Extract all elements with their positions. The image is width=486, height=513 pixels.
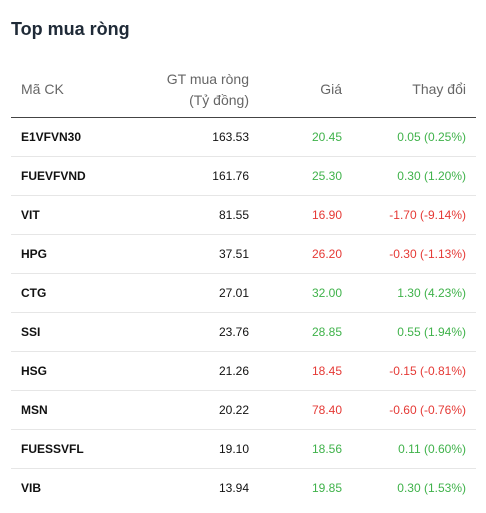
table-header-row: Mã CK GT mua ròng (Tỷ đồng) Giá Thay đổi bbox=[11, 62, 476, 118]
net-buy-value-cell: 161.76 bbox=[141, 156, 259, 196]
table-row[interactable]: FUESSVFL 19.10 18.56 0.11 (0.60%) bbox=[11, 429, 476, 469]
price-cell: 16.90 bbox=[259, 195, 352, 235]
change-cell: -1.70 (-9.14%) bbox=[352, 195, 476, 235]
symbol-cell[interactable]: SSI bbox=[11, 312, 141, 352]
column-header-price[interactable]: Giá bbox=[259, 62, 352, 118]
change-cell: 0.55 (1.94%) bbox=[352, 312, 476, 352]
table-row[interactable]: SSI 23.76 28.85 0.55 (1.94%) bbox=[11, 312, 476, 352]
change-cell: -0.30 (-1.13%) bbox=[352, 234, 476, 274]
table-row[interactable]: MSN 20.22 78.40 -0.60 (-0.76%) bbox=[11, 390, 476, 430]
symbol-cell[interactable]: VIT bbox=[11, 195, 141, 235]
table-row[interactable]: HSG 21.26 18.45 -0.15 (-0.81%) bbox=[11, 351, 476, 391]
net-buy-value-cell: 13.94 bbox=[218, 481, 249, 495]
price-cell: 18.56 bbox=[259, 429, 352, 469]
price-cell: 18.45 bbox=[259, 351, 352, 391]
net-buy-value-cell: 163.53 bbox=[141, 117, 259, 157]
symbol-cell[interactable]: CTG bbox=[11, 273, 141, 313]
symbol-cell[interactable]: HPG bbox=[11, 234, 141, 274]
price-cell: 32.00 bbox=[259, 273, 352, 313]
net-buy-value-cell: 21.26 bbox=[141, 351, 259, 391]
table-row[interactable]: E1VFVN30 163.53 20.45 0.05 (0.25%) bbox=[11, 117, 476, 157]
net-buy-value-cell: 19.10 bbox=[141, 429, 259, 469]
change-cell: -0.15 (-0.81%) bbox=[352, 351, 476, 391]
change-cell: 0.05 (0.25%) bbox=[352, 117, 476, 157]
symbol-cell[interactable]: HSG bbox=[11, 351, 141, 391]
table-row[interactable]: CTG 27.01 32.00 1.30 (4.23%) bbox=[11, 273, 476, 313]
table-header: Mã CK GT mua ròng (Tỷ đồng) Giá Thay đổi bbox=[11, 62, 476, 118]
symbol-cell[interactable]: MSN bbox=[11, 390, 141, 430]
symbol-cell[interactable]: VIB bbox=[21, 481, 42, 495]
price-cell: 20.45 bbox=[259, 117, 352, 157]
price-cell: 19.85 bbox=[311, 481, 342, 495]
column-header-change[interactable]: Thay đổi bbox=[352, 62, 476, 118]
symbol-cell[interactable]: FUEVFVND bbox=[11, 156, 141, 196]
symbol-cell[interactable]: E1VFVN30 bbox=[11, 117, 141, 157]
widget-title: Top mua ròng bbox=[11, 19, 130, 39]
column-header-net-buy-value-unit: (Tỷ đồng) bbox=[189, 91, 249, 108]
change-cell: 1.30 (4.23%) bbox=[352, 273, 476, 313]
change-cell: 0.11 (0.60%) bbox=[352, 429, 476, 469]
net-buy-table: Mã CK GT mua ròng (Tỷ đồng) Giá Thay đổi… bbox=[11, 62, 476, 507]
table-row[interactable]: VIT 81.55 16.90 -1.70 (-9.14%) bbox=[11, 195, 476, 235]
column-header-symbol[interactable]: Mã CK bbox=[11, 62, 141, 118]
price-cell: 25.30 bbox=[259, 156, 352, 196]
column-header-net-buy-value-label: GT mua ròng bbox=[166, 70, 249, 87]
table-row[interactable]: FUEVFVND 161.76 25.30 0.30 (1.20%) bbox=[11, 156, 476, 196]
price-cell: 26.20 bbox=[259, 234, 352, 274]
net-buy-value-cell: 23.76 bbox=[141, 312, 259, 352]
column-header-net-buy-value[interactable]: GT mua ròng (Tỷ đồng) bbox=[141, 62, 259, 118]
price-cell: 28.85 bbox=[259, 312, 352, 352]
table-row[interactable]: HPG 37.51 26.20 -0.30 (-1.13%) bbox=[11, 234, 476, 274]
net-buy-value-cell: 81.55 bbox=[141, 195, 259, 235]
net-buy-value-cell: 20.22 bbox=[141, 390, 259, 430]
table-row[interactable]: VIB 13.94 19.85 0.30 (1.53%) bbox=[11, 469, 476, 508]
price-cell: 78.40 bbox=[259, 390, 352, 430]
net-buy-value-cell: 27.01 bbox=[141, 273, 259, 313]
change-cell: 0.30 (1.20%) bbox=[352, 156, 476, 196]
table-body: E1VFVN30 163.53 20.45 0.05 (0.25%) FUEVF… bbox=[11, 117, 476, 508]
net-buy-value-cell: 37.51 bbox=[141, 234, 259, 274]
change-cell: -0.60 (-0.76%) bbox=[352, 390, 476, 430]
change-cell: 0.30 (1.53%) bbox=[397, 481, 466, 495]
symbol-cell[interactable]: FUESSVFL bbox=[11, 429, 141, 469]
